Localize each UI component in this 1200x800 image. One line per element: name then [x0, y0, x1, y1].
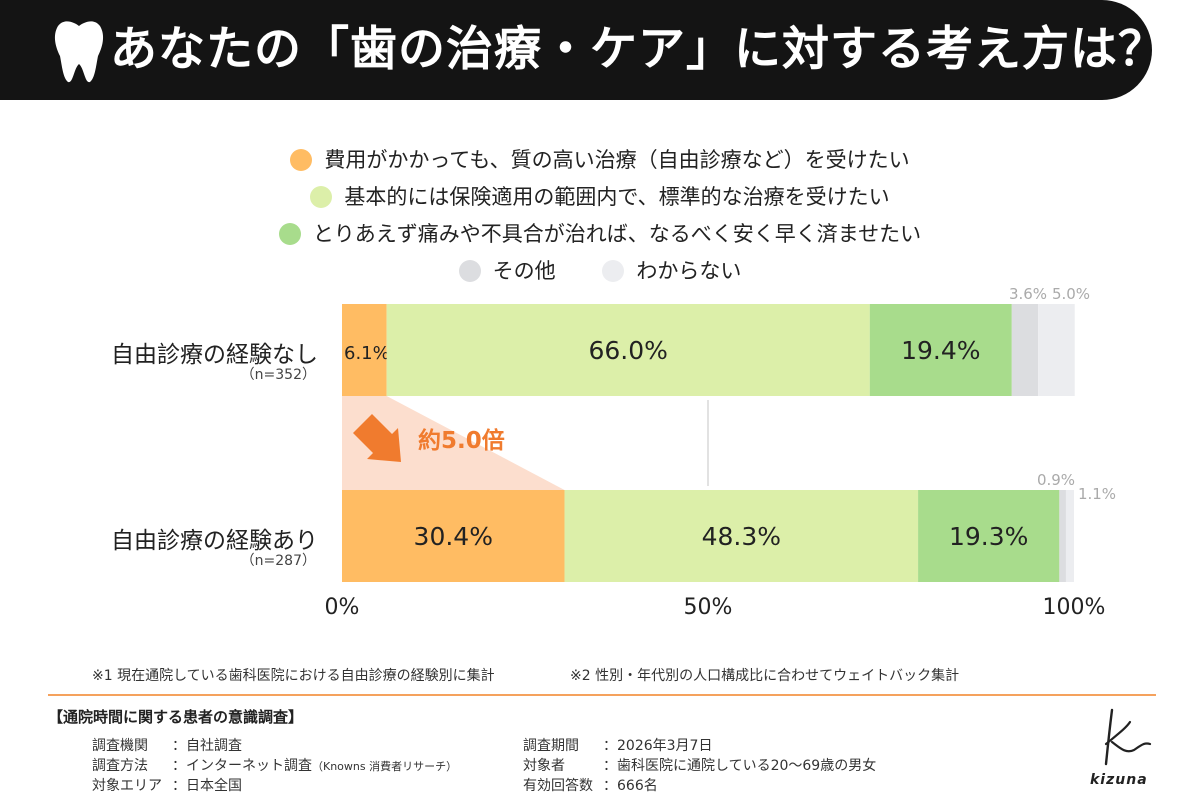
- legend-item: とりあえず痛みや不具合が治れば、なるべく安く早く済ませたい: [278, 217, 922, 251]
- row-label: 自由診療の経験なし: [111, 342, 318, 368]
- brand-logo-text: kizuna: [1090, 772, 1148, 788]
- info-key: 調査方法: [92, 758, 148, 774]
- data-label: 19.3%: [949, 522, 1028, 551]
- legend-row-2: 基本的には保険適用の範囲内で、標準的な治療を受けたい: [0, 180, 1200, 214]
- bar-segment: [386, 304, 870, 396]
- data-label: 19.4%: [901, 336, 980, 365]
- legend-row-1: 費用がかかっても、質の高い治療（自由診療など）を受けたい: [0, 143, 1200, 177]
- down-right-arrow-icon: [353, 414, 401, 462]
- data-label-outside: 3.6%: [1009, 285, 1047, 303]
- x-tick-label: 0%: [325, 595, 360, 620]
- info-value: ：インターネット調査: [172, 758, 312, 774]
- bar-segment: [342, 490, 565, 582]
- info-note: （Knowns 消費者リサーチ）: [312, 760, 458, 773]
- legend-swatch: [310, 186, 333, 208]
- data-label: 66.0%: [589, 336, 668, 365]
- legend-label: 基本的には保険適用の範囲内で、標準的な治療を受けたい: [344, 185, 890, 209]
- info-value: ：2026年3月7日: [603, 738, 713, 754]
- legend-label: 費用がかかっても、質の高い治療（自由診療など）を受けたい: [324, 148, 910, 172]
- legend-label: その他: [492, 259, 556, 283]
- legend-swatch: [278, 223, 301, 245]
- row-n: （n=352）: [240, 367, 316, 383]
- survey-info: 有効回答数 ：666名: [523, 775, 658, 795]
- legend-item: 基本的には保険適用の範囲内で、標準的な治療を受けたい: [310, 180, 890, 214]
- bar-segment: [869, 304, 1012, 396]
- survey-info: 調査方法 ：インターネット調査（Knowns 消費者リサーチ）: [92, 755, 457, 775]
- legend-row-3: とりあえず痛みや不具合が治れば、なるべく安く早く済ませたい: [0, 217, 1200, 251]
- legend-swatch: [458, 260, 481, 282]
- info-key: 調査期間: [523, 738, 579, 754]
- x-tick-label: 100%: [1043, 595, 1106, 620]
- tooth-icon: [54, 21, 104, 83]
- page-title: あなたの「歯の治療・ケア」に対する考え方は？: [110, 22, 1166, 77]
- data-label-outside: 5.0%: [1052, 285, 1090, 303]
- info-value: ：666名: [603, 778, 658, 794]
- legend-item: わからない: [602, 254, 741, 288]
- bar-segment: [1011, 304, 1039, 396]
- growth-annotation: 約5.0倍: [418, 427, 505, 454]
- row-label: 自由診療の経験あり: [111, 528, 318, 554]
- brand-logo-mark: [1104, 708, 1152, 766]
- bar-segment: [1038, 304, 1075, 396]
- info-value: ：歯科医院に通院している20～69歳の男女: [603, 758, 877, 774]
- x-tick-label: 50%: [684, 595, 733, 620]
- data-label: 30.4%: [414, 522, 493, 551]
- bar-segment: [918, 490, 1060, 582]
- legend-row-4: その他 わからない: [0, 254, 1200, 288]
- row-n: （n=287）: [240, 553, 316, 569]
- bar-segment: [1059, 490, 1066, 582]
- title-bar: あなたの「歯の治療・ケア」に対する考え方は？: [0, 0, 1165, 100]
- growth-highlight-band: [342, 396, 565, 490]
- legend-label: とりあえず痛みや不具合が治れば、なるべく安く早く済ませたい: [312, 222, 922, 246]
- legend-item: その他: [458, 254, 556, 288]
- info-key: 調査機関: [92, 738, 148, 754]
- data-label: 48.3%: [702, 522, 781, 551]
- survey-info: 対象者 ：歯科医院に通院している20～69歳の男女: [523, 755, 876, 775]
- footnote: ※2 性別・年代別の人口構成比に合わせてウェイトバック集計: [570, 668, 960, 684]
- survey-info: 調査期間 ：2026年3月7日: [523, 735, 712, 755]
- legend-item: 費用がかかっても、質の高い治療（自由診療など）を受けたい: [290, 143, 910, 177]
- info-key: 対象エリア: [92, 778, 162, 794]
- stacked-bar-chart: 6.1% 66.0% 19.4% 30.4% 48.3% 19.3% 3.6% 5.0% 0.9…: [325, 285, 1117, 620]
- legend-swatch: [290, 149, 313, 171]
- footnote: ※1 現在通院している歯科医院における自由診療の経験別に集計: [92, 668, 495, 684]
- bar-segment: [564, 490, 919, 582]
- info-key: 有効回答数: [523, 778, 593, 794]
- survey-title: 【通院時間に関する患者の意識調査】: [48, 708, 304, 726]
- data-label-outside: 0.9%: [1037, 471, 1075, 489]
- survey-info: 対象エリア ：日本全国: [92, 775, 242, 795]
- info-key: 対象者: [523, 758, 565, 774]
- bar-segment: [342, 304, 387, 396]
- legend-swatch: [602, 260, 625, 282]
- data-label-outside: 1.1%: [1078, 485, 1116, 503]
- info-value: ：日本全国: [172, 778, 242, 794]
- divider: [48, 694, 1156, 696]
- survey-info: 調査機関 ：自社調査: [92, 735, 242, 755]
- data-label: 6.1%: [344, 343, 390, 364]
- info-value: ：自社調査: [172, 738, 242, 754]
- bar-segment: [1065, 490, 1074, 582]
- legend-label: わからない: [636, 259, 742, 283]
